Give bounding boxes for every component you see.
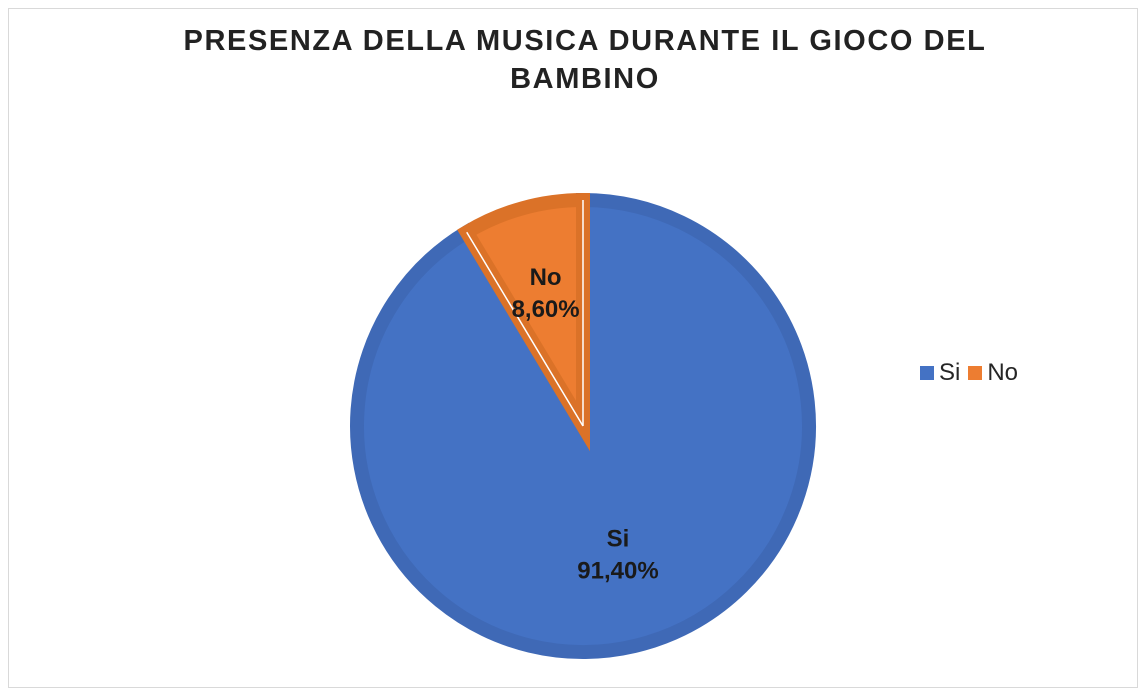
data-label-category-no: No — [530, 264, 562, 291]
legend-label-si: Si — [939, 359, 961, 386]
data-label-value-no: 8,60% — [512, 296, 580, 323]
pie-slices — [350, 192, 816, 659]
data-label-category-si: Si — [607, 525, 630, 552]
pie-slice-no — [457, 192, 590, 452]
legend-item-no: No — [968, 359, 1018, 387]
chart-title: PRESENZA DELLA MUSICA DURANTE IL GIOCO D… — [183, 25, 987, 95]
data-label-value-si: 91,40% — [577, 557, 658, 584]
legend-swatch-si — [920, 366, 934, 380]
slice-separator — [466, 231, 584, 427]
pie-labels: Si 91,40% No 8,60% — [512, 264, 659, 584]
chart-legend: Si No — [920, 359, 1026, 387]
legend-label-no: No — [987, 359, 1019, 386]
legend-swatch-no — [968, 366, 983, 380]
legend-item-si: Si — [920, 359, 960, 387]
chart-title-container: PRESENZA DELLA MUSICA DURANTE IL GIOCO D… — [0, 22, 1147, 98]
